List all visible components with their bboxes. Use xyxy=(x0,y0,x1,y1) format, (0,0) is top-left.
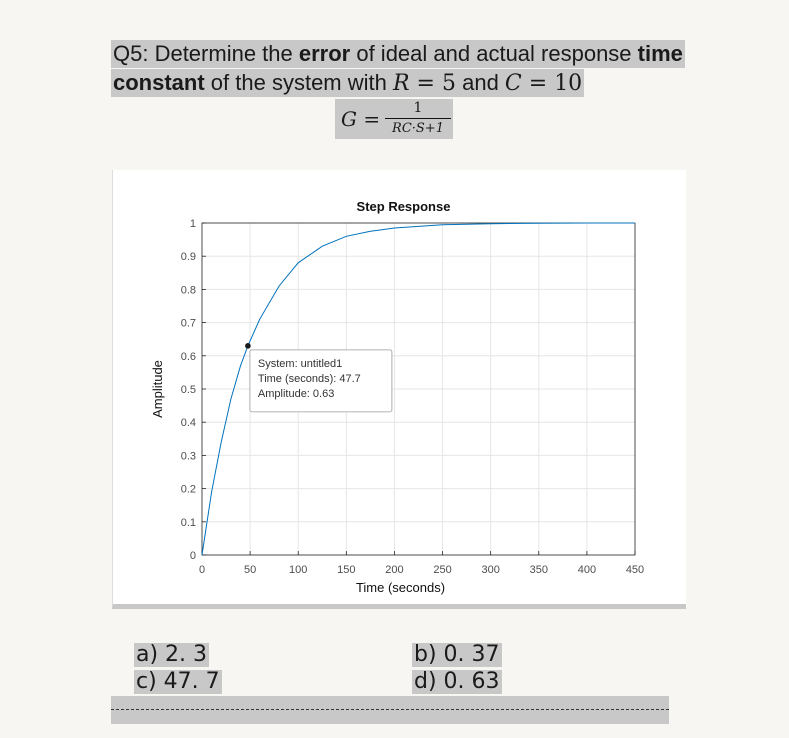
x-tick-label: 400 xyxy=(578,564,596,576)
datatip-line: Amplitude: 0.63 xyxy=(258,388,334,400)
question-text: and xyxy=(455,70,505,95)
y-tick-label: 0.5 xyxy=(181,384,196,396)
formula-denominator: RC·S+1 xyxy=(392,121,444,136)
formula-numerator: 1 xyxy=(413,100,423,116)
x-tick-label: 150 xyxy=(337,564,355,576)
question-text: of ideal and actual response xyxy=(350,41,638,66)
y-tick-label: 0.2 xyxy=(181,484,196,496)
y-axis-label: Amplitude xyxy=(150,360,165,418)
dashed-divider xyxy=(111,709,669,710)
question-line-2: constant of the system with R = 5 and C … xyxy=(111,69,585,97)
x-tick-label: 450 xyxy=(626,564,644,576)
fraction-bar xyxy=(385,118,451,119)
y-tick-label: 1 xyxy=(190,218,196,230)
equals-sign: = xyxy=(521,71,555,96)
x-tick-label: 0 xyxy=(199,564,205,576)
option-d[interactable]: d) 0. 63 xyxy=(412,669,502,694)
transfer-function-formula: G = 1 RC·S+1 xyxy=(335,99,453,139)
question-text: of the system with xyxy=(204,70,393,95)
datatip-line: System: untitled1 xyxy=(258,358,342,370)
option-a[interactable]: a) 2. 3 xyxy=(134,642,210,667)
x-tick-label: 300 xyxy=(481,564,499,576)
step-response-chart: 0 50 100 150 200 250 300 350 400 450 0 0.1 0.2 0.3 0.4… xyxy=(150,199,644,595)
x-tick-label: 250 xyxy=(433,564,451,576)
y-tick-label: 0.9 xyxy=(181,251,196,263)
c-value: 10 xyxy=(554,71,583,96)
datatip-line: Time (seconds): 47.7 xyxy=(258,373,361,385)
x-tick-label: 100 xyxy=(289,564,307,576)
datatip-box xyxy=(249,349,393,413)
question-keyword-error: error xyxy=(298,41,351,66)
datatip-marker xyxy=(245,343,251,349)
c-symbol: C xyxy=(504,71,522,96)
formula-equals: = xyxy=(356,107,381,131)
question-text: Q5: Determine the xyxy=(113,41,299,66)
formula-lhs: G xyxy=(341,107,357,131)
question-keyword-constant: constant xyxy=(113,70,205,95)
chart-title: Step Response xyxy=(357,199,451,214)
option-c[interactable]: c) 47. 7 xyxy=(134,669,222,694)
r-symbol: R xyxy=(392,71,410,96)
question-keyword-time: time xyxy=(637,41,683,66)
x-tick-label: 50 xyxy=(244,564,256,576)
y-tick-label: 0.8 xyxy=(181,284,196,296)
x-tick-label: 350 xyxy=(530,564,548,576)
step-response-line xyxy=(201,222,635,556)
y-tick-label: 0.1 xyxy=(181,517,196,529)
x-tick-label: 200 xyxy=(385,564,403,576)
x-axis-label: Time (seconds) xyxy=(356,580,445,595)
r-value: 5 xyxy=(441,71,456,96)
formula-fraction: 1 RC·S+1 xyxy=(385,99,451,138)
separator-bar xyxy=(111,696,669,724)
option-b[interactable]: b) 0. 37 xyxy=(412,642,502,667)
equals-sign: = xyxy=(409,71,442,96)
y-tick-label: 0.7 xyxy=(181,318,196,330)
y-tick-label: 0 xyxy=(190,550,196,562)
y-tick-label: 0.6 xyxy=(181,351,196,363)
question-line-1: Q5: Determine the error of ideal and act… xyxy=(111,40,685,68)
step-response-figure: 0 50 100 150 200 250 300 350 400 450 0 0.1 0.2 0.3 0.4… xyxy=(112,170,686,609)
y-tick-label: 0.4 xyxy=(181,417,196,429)
y-tick-label: 0.3 xyxy=(181,450,196,462)
